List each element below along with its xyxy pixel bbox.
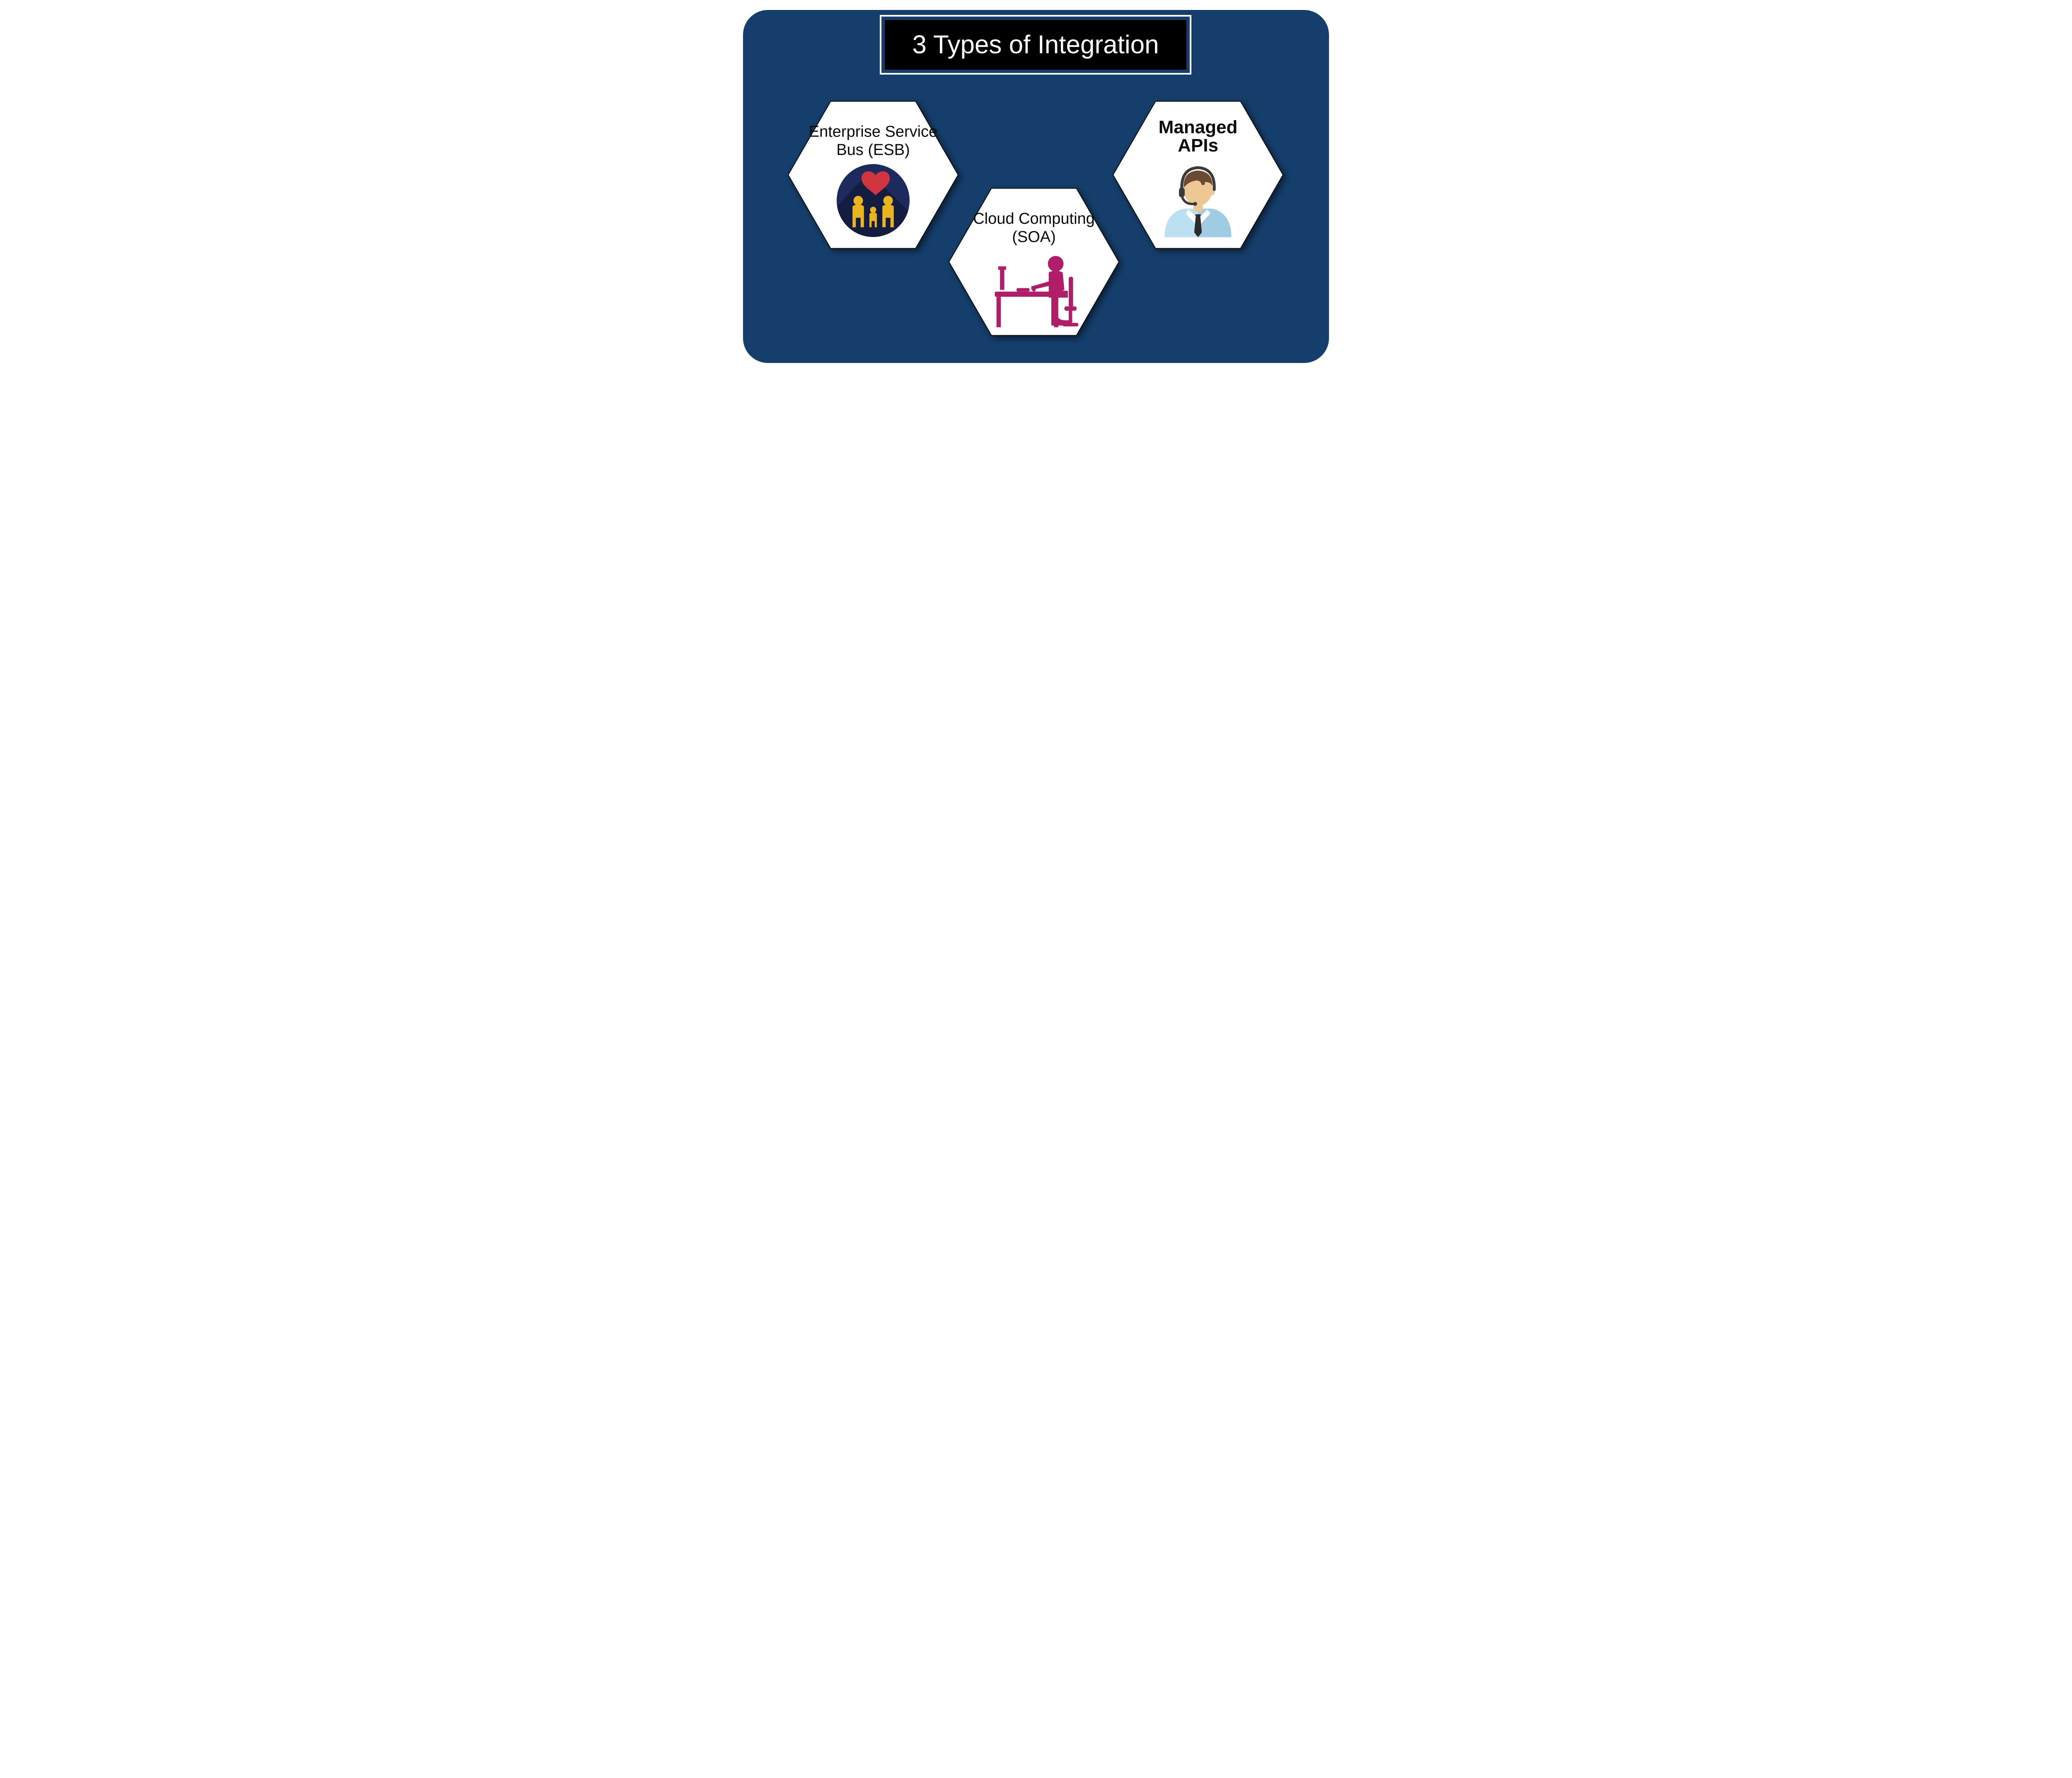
title-box: 3 Types of Integration	[881, 16, 1191, 74]
hex-label-line: Bus (ESB)	[836, 141, 910, 159]
hex-label-line: APIs	[1178, 135, 1218, 156]
hex-label-line: (SOA)	[1012, 228, 1056, 246]
hex-label-line: Enterprise Service	[809, 123, 937, 140]
hex-label-line: Cloud Computing	[973, 210, 1095, 227]
title-text: 3 Types of Integration	[912, 30, 1159, 59]
hex-label-line: Managed	[1159, 117, 1238, 138]
infographic-canvas: 3 Types of Integration Enterprise Servic…	[731, 4, 1341, 369]
